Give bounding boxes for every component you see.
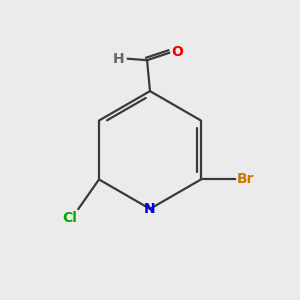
Text: N: N xyxy=(144,202,156,216)
Text: O: O xyxy=(172,45,183,59)
Text: Cl: Cl xyxy=(62,211,77,225)
Text: H: H xyxy=(113,52,124,66)
Text: Br: Br xyxy=(236,172,254,186)
